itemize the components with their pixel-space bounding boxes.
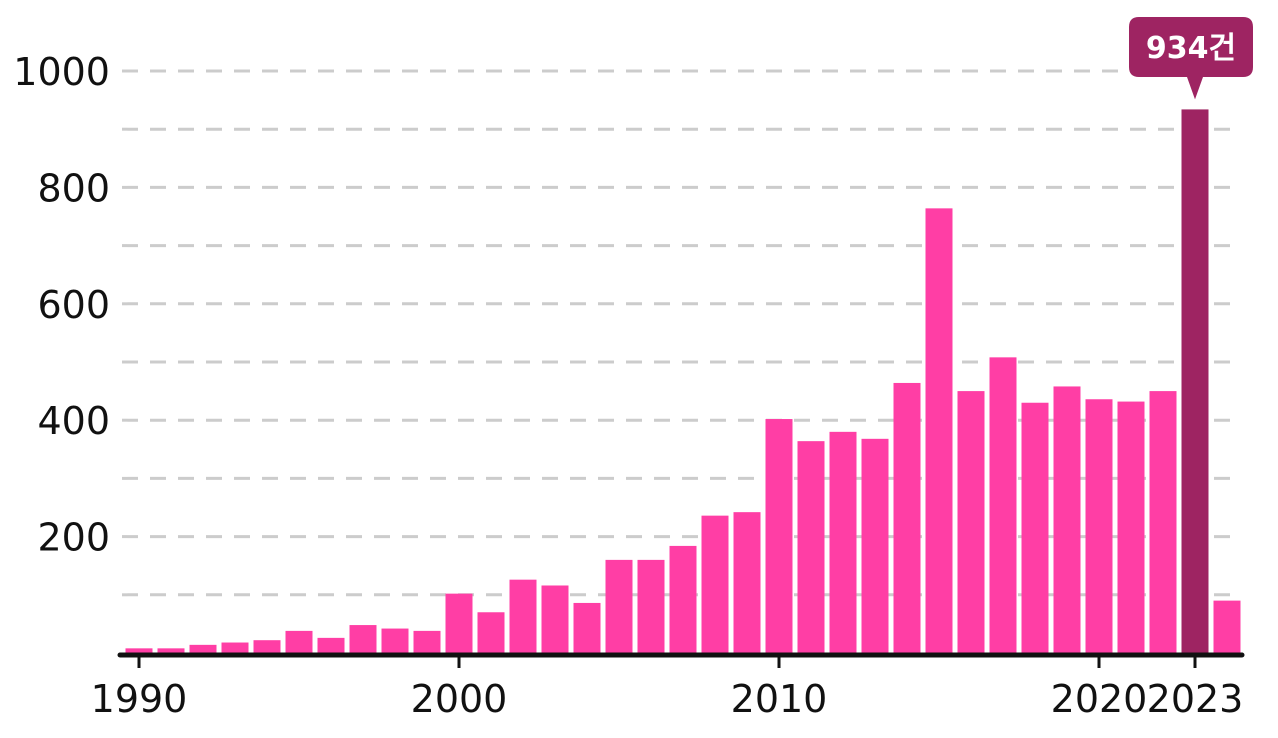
bar: [157, 648, 185, 653]
x-tick-label: 2020: [1051, 677, 1148, 721]
bar: [701, 515, 729, 653]
bar: [573, 602, 601, 653]
y-tick-label: 800: [37, 166, 110, 210]
bar: [445, 593, 473, 653]
bar: [797, 441, 825, 653]
bar: [381, 628, 409, 653]
bar: [349, 625, 377, 653]
x-tick-label: 2023: [1147, 677, 1244, 721]
bar: [669, 545, 697, 653]
callout-label: 934건: [1146, 31, 1236, 66]
callout-bubble: [1129, 17, 1253, 100]
bar: [861, 438, 889, 653]
y-axis-ticks: 200 400 600 800 1000: [13, 50, 110, 560]
bar: [925, 208, 953, 654]
y-tick-label: 200: [37, 516, 110, 560]
y-tick-label: 400: [37, 399, 110, 443]
bar: [541, 585, 569, 653]
bar: [125, 648, 153, 653]
x-tick-label: 1990: [91, 677, 188, 721]
bar: [605, 559, 633, 653]
bar: [413, 630, 441, 653]
bar: [1021, 402, 1049, 653]
bar: [1085, 399, 1113, 653]
x-tick-label: 2000: [411, 677, 508, 721]
bar: [1053, 386, 1081, 653]
bar: [733, 512, 761, 653]
y-tick-label: 1000: [13, 50, 110, 94]
x-tick-label: 2010: [731, 677, 828, 721]
bar: [1149, 391, 1177, 653]
bar: [637, 559, 665, 653]
bar: [221, 642, 249, 653]
bar: [509, 579, 537, 653]
bar: [1213, 600, 1241, 653]
bar: [893, 382, 921, 653]
bar: [189, 644, 217, 653]
bar-highlight: [1181, 109, 1209, 654]
bar: [989, 357, 1017, 653]
bar: [285, 630, 313, 653]
bar: [1117, 401, 1145, 653]
bar: [317, 637, 345, 653]
bar: [829, 431, 857, 653]
y-tick-label: 600: [37, 283, 110, 327]
bars: [125, 109, 1241, 654]
bar: [765, 419, 793, 653]
bar: [477, 612, 505, 653]
bar: [253, 640, 281, 653]
bar: [957, 391, 985, 653]
x-axis-ticks: 1990 2000 2010 2020 2023: [91, 655, 1244, 721]
highlight-callout: 934건: [1129, 17, 1253, 100]
